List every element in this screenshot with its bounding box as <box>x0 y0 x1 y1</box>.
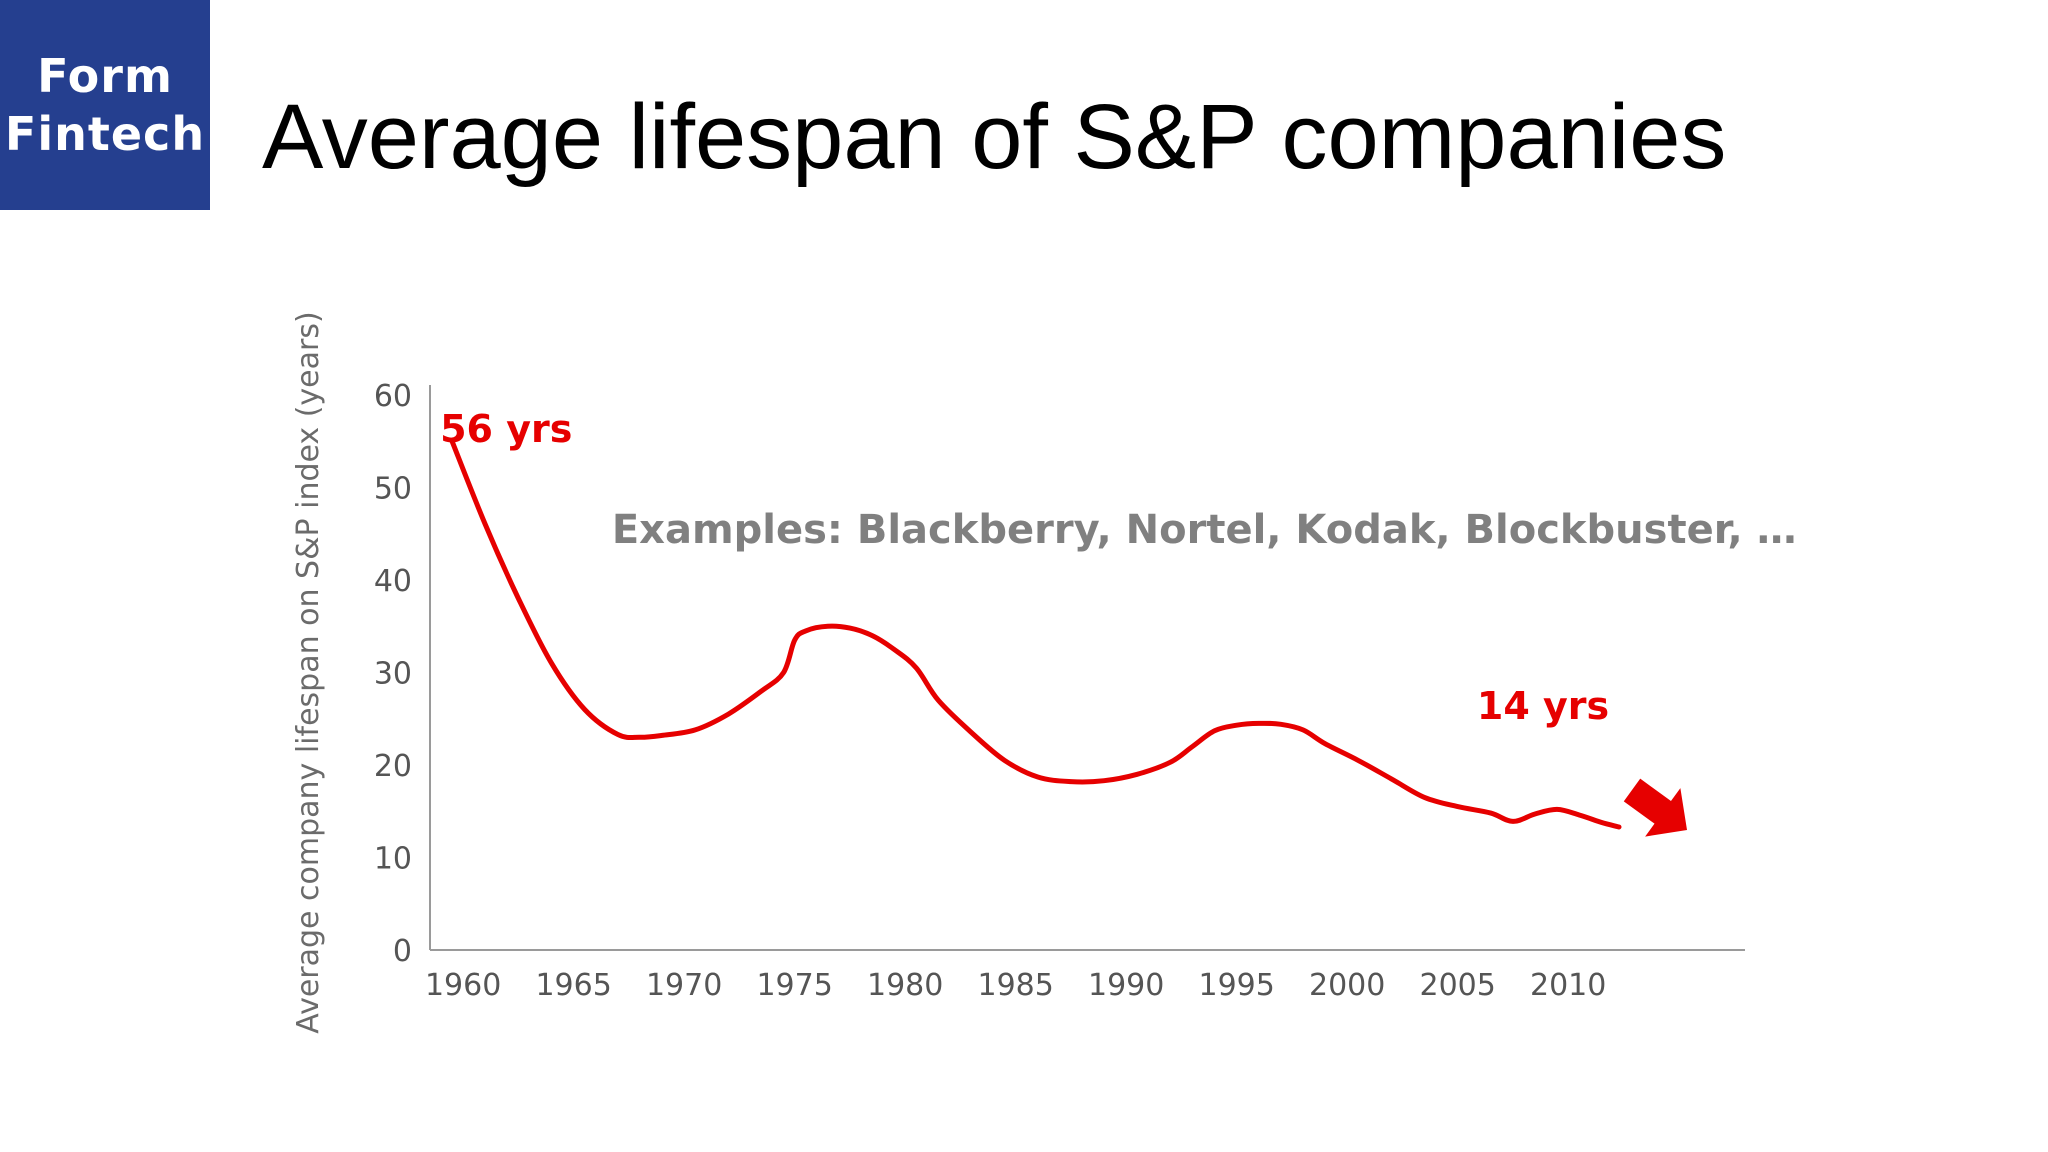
y-tick-label: 60 <box>374 379 412 414</box>
y-tick-label: 20 <box>374 749 412 784</box>
chart-tick-labels: 0 10 20 30 40 50 60 1960 1965 1970 1975 1980 1985 199… <box>374 379 1607 1003</box>
x-tick-label: 1985 <box>977 968 1053 1003</box>
slide-title: Average lifespan of S&P companies <box>262 86 1727 188</box>
logo-line-1: Form <box>37 49 173 103</box>
logo-line-2: Fintech <box>4 107 206 161</box>
x-tick-label: 1995 <box>1199 968 1275 1003</box>
y-tick-label: 10 <box>374 842 412 877</box>
y-tick-label: 30 <box>374 657 412 692</box>
y-axis-title-group: Average company lifespan on S&P index (y… <box>291 311 326 1033</box>
chart-series <box>449 438 1622 830</box>
x-tick-label: 1965 <box>535 968 611 1003</box>
end-value-callout: 14 yrs <box>1477 684 1609 728</box>
x-tick-label: 2010 <box>1530 968 1606 1003</box>
x-tick-label: 1975 <box>756 968 832 1003</box>
examples-note: Examples: Blackberry, Nortel, Kodak, Blo… <box>612 507 1797 553</box>
x-tick-label: 2005 <box>1420 968 1496 1003</box>
x-tick-label: 1980 <box>867 968 943 1003</box>
brand-logo: Form Fintech <box>0 0 210 210</box>
start-value-callout: 56 yrs <box>440 407 572 451</box>
chart-annotations: 56 yrs 14 yrs Examples: Blackberry, Nortel… <box>440 407 1797 837</box>
y-tick-label: 0 <box>393 934 412 969</box>
x-tick-label: 1960 <box>425 968 501 1003</box>
lifespan-series-line <box>449 438 1622 830</box>
chart-axes <box>429 385 1745 951</box>
y-tick-label: 50 <box>374 472 412 507</box>
x-tick-label: 1970 <box>646 968 722 1003</box>
x-tick-label: 1990 <box>1088 968 1164 1003</box>
y-axis-title: Average company lifespan on S&P index (y… <box>291 311 326 1033</box>
down-arrow-icon <box>1623 778 1688 837</box>
y-tick-label: 40 <box>374 564 412 599</box>
x-tick-label: 2000 <box>1309 968 1385 1003</box>
